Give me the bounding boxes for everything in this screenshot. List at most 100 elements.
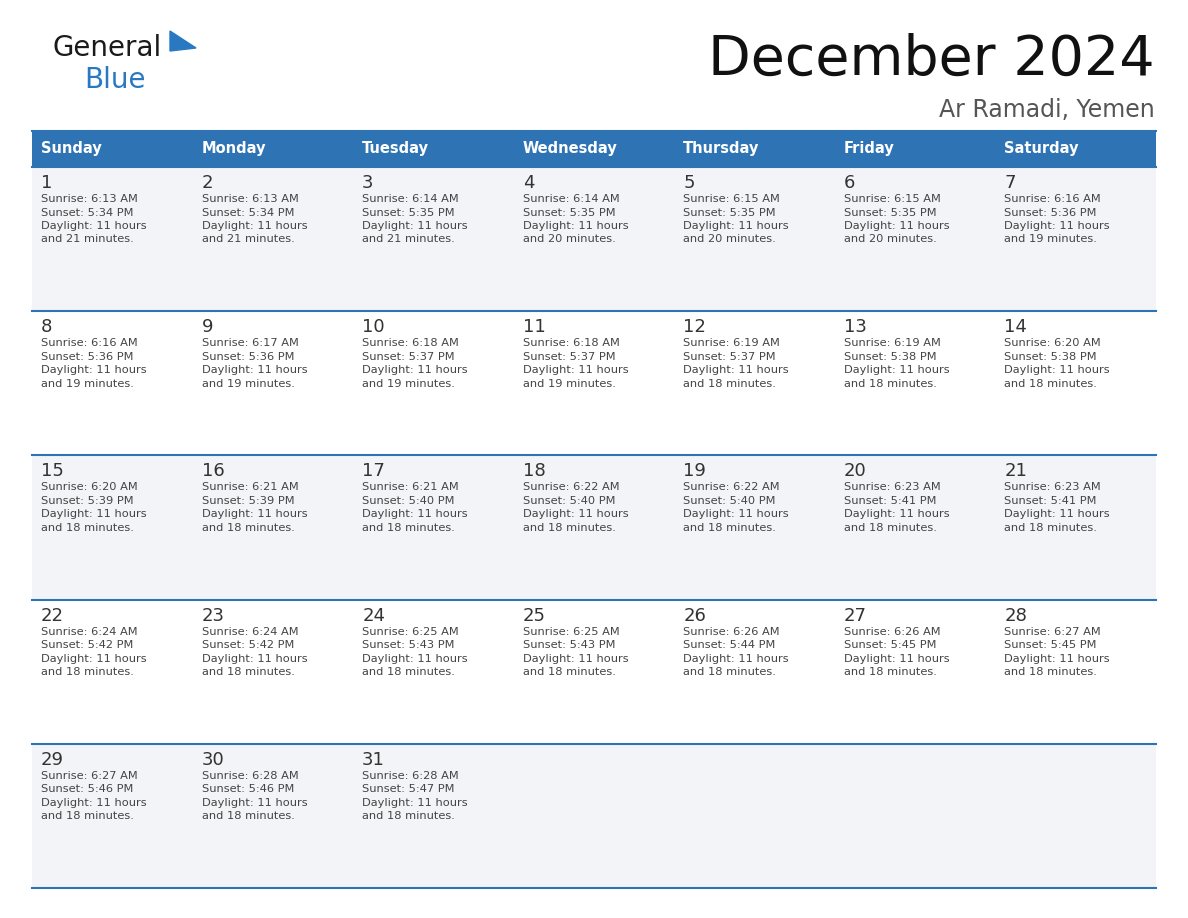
Text: and 21 minutes.: and 21 minutes.: [42, 234, 134, 244]
Text: Sunrise: 6:23 AM: Sunrise: 6:23 AM: [1004, 482, 1101, 492]
Text: and 18 minutes.: and 18 minutes.: [202, 667, 295, 677]
Text: Daylight: 11 hours: Daylight: 11 hours: [42, 221, 146, 231]
Text: Sunset: 5:47 PM: Sunset: 5:47 PM: [362, 784, 455, 794]
Text: 9: 9: [202, 319, 213, 336]
Text: 27: 27: [843, 607, 867, 624]
Bar: [513, 131, 675, 167]
Text: Sunrise: 6:28 AM: Sunrise: 6:28 AM: [362, 771, 459, 781]
Text: Daylight: 11 hours: Daylight: 11 hours: [523, 221, 628, 231]
Text: Sunrise: 6:23 AM: Sunrise: 6:23 AM: [843, 482, 941, 492]
Text: and 18 minutes.: and 18 minutes.: [843, 523, 936, 533]
Text: 24: 24: [362, 607, 385, 624]
Text: and 18 minutes.: and 18 minutes.: [42, 812, 134, 822]
Bar: [32, 455, 1156, 599]
Text: Sunset: 5:45 PM: Sunset: 5:45 PM: [843, 640, 936, 650]
Text: Saturday: Saturday: [1004, 141, 1079, 156]
Text: 15: 15: [42, 463, 64, 480]
Text: Daylight: 11 hours: Daylight: 11 hours: [843, 365, 949, 375]
Text: Sunset: 5:34 PM: Sunset: 5:34 PM: [42, 207, 133, 218]
Text: Sunrise: 6:26 AM: Sunrise: 6:26 AM: [843, 627, 941, 636]
Text: and 18 minutes.: and 18 minutes.: [362, 523, 455, 533]
Bar: [675, 131, 835, 167]
Text: Sunset: 5:44 PM: Sunset: 5:44 PM: [683, 640, 776, 650]
Text: Sunset: 5:45 PM: Sunset: 5:45 PM: [1004, 640, 1097, 650]
Text: 8: 8: [42, 319, 52, 336]
Text: 20: 20: [843, 463, 866, 480]
Text: Sunset: 5:41 PM: Sunset: 5:41 PM: [843, 496, 936, 506]
Text: 17: 17: [362, 463, 385, 480]
Text: Wednesday: Wednesday: [523, 141, 618, 156]
Text: Sunset: 5:37 PM: Sunset: 5:37 PM: [523, 352, 615, 362]
Text: 10: 10: [362, 319, 385, 336]
Text: 30: 30: [202, 751, 225, 768]
Bar: [32, 167, 1156, 311]
Text: 2: 2: [202, 174, 213, 192]
Bar: [835, 131, 996, 167]
Text: Sunset: 5:37 PM: Sunset: 5:37 PM: [362, 352, 455, 362]
Text: Daylight: 11 hours: Daylight: 11 hours: [683, 509, 789, 520]
Text: and 18 minutes.: and 18 minutes.: [42, 523, 134, 533]
Text: Daylight: 11 hours: Daylight: 11 hours: [843, 221, 949, 231]
Text: Sunrise: 6:26 AM: Sunrise: 6:26 AM: [683, 627, 779, 636]
Text: and 19 minutes.: and 19 minutes.: [523, 379, 615, 388]
Text: Daylight: 11 hours: Daylight: 11 hours: [42, 654, 146, 664]
Text: 21: 21: [1004, 463, 1028, 480]
Text: 25: 25: [523, 607, 545, 624]
Text: Daylight: 11 hours: Daylight: 11 hours: [683, 221, 789, 231]
Text: Sunset: 5:41 PM: Sunset: 5:41 PM: [1004, 496, 1097, 506]
Text: and 18 minutes.: and 18 minutes.: [1004, 667, 1098, 677]
Text: and 18 minutes.: and 18 minutes.: [843, 667, 936, 677]
Text: Sunset: 5:34 PM: Sunset: 5:34 PM: [202, 207, 295, 218]
Text: and 18 minutes.: and 18 minutes.: [42, 667, 134, 677]
Text: Daylight: 11 hours: Daylight: 11 hours: [202, 798, 308, 808]
Text: Sunset: 5:40 PM: Sunset: 5:40 PM: [362, 496, 455, 506]
Text: Sunset: 5:42 PM: Sunset: 5:42 PM: [42, 640, 133, 650]
Text: Blue: Blue: [84, 66, 145, 94]
Text: Sunrise: 6:14 AM: Sunrise: 6:14 AM: [362, 194, 459, 204]
Text: 16: 16: [202, 463, 225, 480]
Text: Daylight: 11 hours: Daylight: 11 hours: [42, 798, 146, 808]
Text: Sunrise: 6:24 AM: Sunrise: 6:24 AM: [202, 627, 298, 636]
Text: 31: 31: [362, 751, 385, 768]
Text: 5: 5: [683, 174, 695, 192]
Text: and 20 minutes.: and 20 minutes.: [523, 234, 615, 244]
Text: 18: 18: [523, 463, 545, 480]
Text: Daylight: 11 hours: Daylight: 11 hours: [202, 509, 308, 520]
Text: Sunset: 5:43 PM: Sunset: 5:43 PM: [362, 640, 455, 650]
Text: December 2024: December 2024: [708, 33, 1155, 87]
Text: Sunset: 5:35 PM: Sunset: 5:35 PM: [683, 207, 776, 218]
Text: 11: 11: [523, 319, 545, 336]
Text: Daylight: 11 hours: Daylight: 11 hours: [362, 221, 468, 231]
Text: Daylight: 11 hours: Daylight: 11 hours: [362, 509, 468, 520]
Text: Sunrise: 6:25 AM: Sunrise: 6:25 AM: [362, 627, 459, 636]
Text: Friday: Friday: [843, 141, 895, 156]
Text: Sunset: 5:35 PM: Sunset: 5:35 PM: [523, 207, 615, 218]
Text: and 18 minutes.: and 18 minutes.: [523, 523, 615, 533]
Text: Daylight: 11 hours: Daylight: 11 hours: [523, 365, 628, 375]
Text: Sunrise: 6:25 AM: Sunrise: 6:25 AM: [523, 627, 619, 636]
Text: Sunrise: 6:17 AM: Sunrise: 6:17 AM: [202, 338, 298, 348]
Text: and 21 minutes.: and 21 minutes.: [202, 234, 295, 244]
Text: Ar Ramadi, Yemen: Ar Ramadi, Yemen: [940, 98, 1155, 122]
Text: Sunset: 5:39 PM: Sunset: 5:39 PM: [42, 496, 133, 506]
Bar: [192, 131, 353, 167]
Text: Sunset: 5:43 PM: Sunset: 5:43 PM: [523, 640, 615, 650]
Text: and 20 minutes.: and 20 minutes.: [683, 234, 776, 244]
Text: Monday: Monday: [202, 141, 266, 156]
Text: Daylight: 11 hours: Daylight: 11 hours: [1004, 221, 1110, 231]
Text: Daylight: 11 hours: Daylight: 11 hours: [42, 509, 146, 520]
Text: and 19 minutes.: and 19 minutes.: [202, 379, 295, 388]
Bar: [996, 131, 1156, 167]
Text: 29: 29: [42, 751, 64, 768]
Text: Sunset: 5:40 PM: Sunset: 5:40 PM: [523, 496, 615, 506]
Text: and 19 minutes.: and 19 minutes.: [1004, 234, 1098, 244]
Bar: [32, 131, 192, 167]
Text: Sunrise: 6:14 AM: Sunrise: 6:14 AM: [523, 194, 619, 204]
Text: and 20 minutes.: and 20 minutes.: [843, 234, 936, 244]
Text: Daylight: 11 hours: Daylight: 11 hours: [42, 365, 146, 375]
Text: 13: 13: [843, 319, 867, 336]
Text: Daylight: 11 hours: Daylight: 11 hours: [523, 654, 628, 664]
Text: Daylight: 11 hours: Daylight: 11 hours: [683, 654, 789, 664]
Text: 1: 1: [42, 174, 52, 192]
Text: and 18 minutes.: and 18 minutes.: [523, 667, 615, 677]
